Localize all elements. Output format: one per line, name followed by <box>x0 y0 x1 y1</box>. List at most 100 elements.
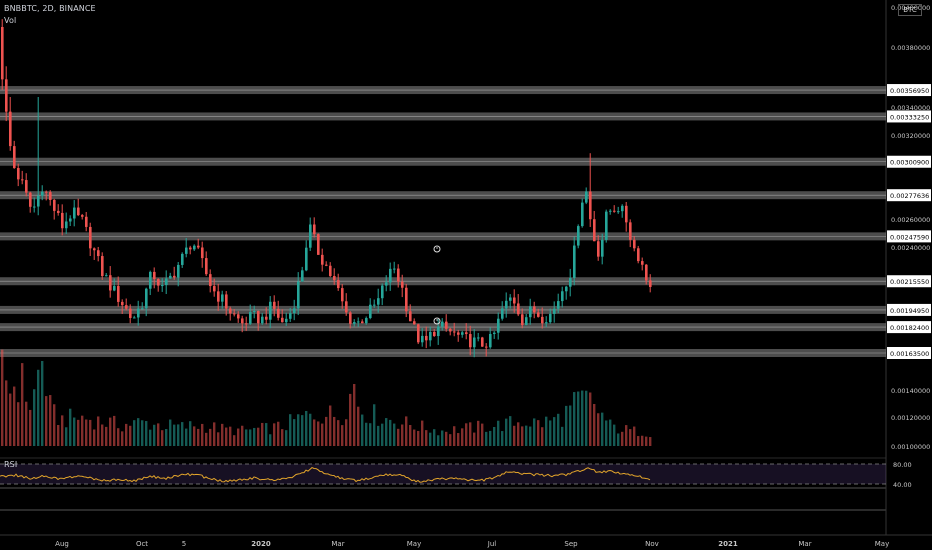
price-tick-label: 0.00140000 <box>891 387 930 395</box>
candle-body <box>121 301 124 306</box>
volume-bar <box>209 428 212 446</box>
volume-bar <box>13 386 16 446</box>
time-tick-label: Mar <box>798 540 811 548</box>
volume-bar <box>57 425 60 446</box>
volume-bar <box>297 414 300 446</box>
candle-body <box>117 286 120 302</box>
candle-body <box>549 313 552 323</box>
candle-body <box>129 308 132 318</box>
candle-body <box>13 146 16 169</box>
volume-bar <box>245 429 248 446</box>
volume-bar <box>37 369 40 446</box>
candle-body <box>373 304 376 306</box>
candle-body <box>285 318 288 323</box>
alert-icon <box>433 245 441 253</box>
volume-bar <box>25 401 28 446</box>
candle-body <box>565 286 568 292</box>
candle-body <box>617 211 620 213</box>
candle-body <box>289 313 292 319</box>
volume-bar <box>573 392 576 446</box>
time-tick-label: 2021 <box>718 540 738 548</box>
volume-bar <box>73 417 76 446</box>
candle-body <box>45 191 48 193</box>
time-tick-label: May <box>875 540 889 548</box>
candle-body <box>589 191 592 220</box>
volume-bar <box>173 424 176 446</box>
volume-bar <box>441 430 444 446</box>
volume-bar <box>461 428 464 446</box>
price-tick-label: 0.00340000 <box>891 104 930 112</box>
currency-button[interactable]: BTC <box>898 4 922 16</box>
level-tag <box>887 84 931 97</box>
volume-bar <box>221 423 224 446</box>
candle-body <box>441 321 444 327</box>
candle-body <box>605 211 608 240</box>
candle-body <box>629 222 632 240</box>
candle-body <box>421 335 424 343</box>
candle-body <box>573 245 576 278</box>
candle-body <box>577 226 580 246</box>
volume-bar <box>421 420 424 446</box>
candle-body <box>1 27 4 80</box>
candle-body <box>97 250 100 257</box>
volume-bar <box>557 413 560 446</box>
candle-body <box>61 212 64 229</box>
volume-bar <box>137 418 140 446</box>
price-tick-label: 0.00380000 <box>891 44 930 52</box>
volume-bar <box>489 430 492 446</box>
candle-body <box>41 191 44 196</box>
volume-bar <box>125 423 128 446</box>
candle-body <box>145 288 148 309</box>
volume-bar <box>477 420 480 446</box>
time-tick-label: Mar <box>331 540 344 548</box>
candle-body <box>197 245 200 248</box>
volume-bar <box>533 418 536 446</box>
volume-bar <box>1 349 4 446</box>
volume-bar <box>77 419 80 446</box>
candle-body <box>513 297 516 304</box>
candle-body <box>521 314 524 326</box>
candle-body <box>157 279 160 286</box>
candle-body <box>401 281 404 288</box>
volume-bar <box>85 419 88 446</box>
candle-body <box>209 274 212 287</box>
candle-body <box>69 218 72 222</box>
volume-bar <box>389 419 392 446</box>
rsi-line <box>0 467 651 483</box>
candle-body <box>25 180 28 193</box>
volume-bar <box>213 422 216 446</box>
horizontal-zones[interactable] <box>0 86 886 357</box>
candle-body <box>181 253 184 265</box>
volume-bar <box>565 405 568 446</box>
volume-bar <box>401 424 404 446</box>
price-tick-label: 0.00320000 <box>891 132 930 140</box>
volume-bar <box>433 429 436 446</box>
volume-bar <box>641 435 644 446</box>
volume-bar <box>97 416 100 446</box>
volume-bar <box>497 420 500 446</box>
volume-bar <box>437 435 440 446</box>
candle-body <box>233 313 236 315</box>
volume-bar <box>265 423 268 446</box>
price-tick-label: 0.00120000 <box>891 414 930 422</box>
volume-bar <box>141 420 144 446</box>
time-axis[interactable]: Aug Oct 5 2020 Mar May Jul Sep Nov 2021 Mar May <box>55 540 889 548</box>
candle-body <box>225 294 228 309</box>
volume-bar <box>513 425 516 446</box>
time-tick-label: 5 <box>182 540 186 548</box>
candle-body <box>109 275 112 291</box>
candle-body <box>313 224 316 235</box>
time-tick-label: Aug <box>55 540 69 548</box>
candle-body <box>305 247 308 271</box>
candle-body <box>17 168 20 180</box>
candle-body <box>261 316 264 324</box>
volume-bar <box>17 402 20 446</box>
volume-bar <box>629 429 632 446</box>
volume-bar <box>369 423 372 446</box>
candle-body <box>453 331 456 333</box>
volume-bar <box>53 404 56 446</box>
volume-bar <box>413 429 416 446</box>
volume-bar <box>453 426 456 446</box>
candle-body <box>193 245 196 250</box>
